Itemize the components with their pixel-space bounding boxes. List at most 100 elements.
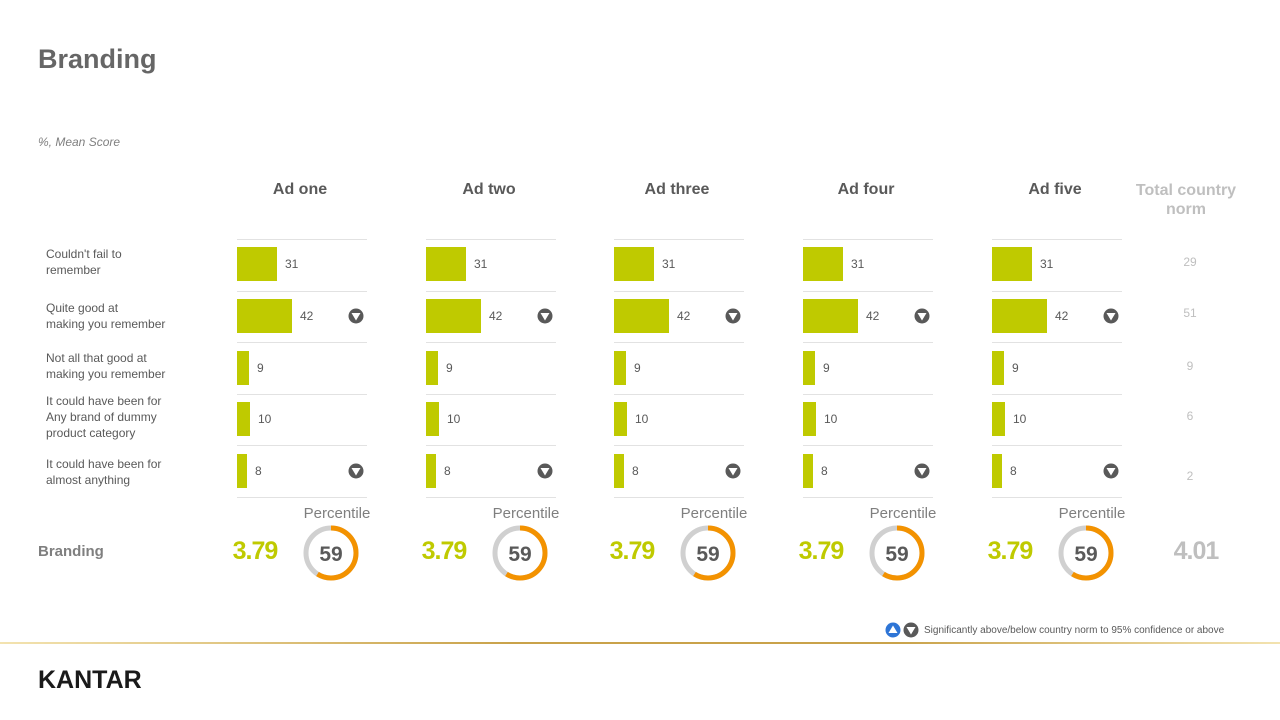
bar-value-label: 8 [444, 464, 451, 478]
percentile-value: 59 [1074, 543, 1097, 566]
bar [237, 454, 247, 488]
bar [992, 247, 1032, 281]
bar-value-label: 8 [821, 464, 828, 478]
row-separator [426, 291, 556, 292]
sig-down-icon [914, 463, 930, 479]
row-separator [426, 342, 556, 343]
norm-value: 6 [1186, 409, 1194, 423]
row-separator [992, 497, 1122, 498]
column-header-ad-1: Ad one [272, 181, 328, 198]
bar-value-label: 8 [1010, 464, 1017, 478]
mean-score: 3.79 [421, 537, 468, 565]
bar-value-label: 42 [677, 309, 691, 323]
row-separator [614, 394, 744, 395]
percentile-label: Percentile [492, 505, 560, 522]
percentile-label: Percentile [869, 505, 937, 522]
bar [614, 247, 654, 281]
sig-down-icon [914, 308, 930, 324]
sig-down-icon [725, 308, 741, 324]
row-separator [237, 497, 367, 498]
bar [237, 247, 277, 281]
norm-column-header: Total country norm [1135, 182, 1237, 218]
bar [237, 299, 292, 333]
row-separator [803, 394, 933, 395]
significance-legend: Significantly above/below country norm t… [885, 621, 1224, 639]
row-label-4: It could have been for Any brand of dummy… [46, 393, 196, 441]
row-label-line: Any brand of dummy [46, 410, 157, 424]
footer-divider [0, 642, 1280, 644]
row-separator [237, 394, 367, 395]
bar [992, 454, 1002, 488]
row-label-line: making you remember [46, 317, 166, 331]
percentile-donut: 59 [303, 525, 359, 581]
sig-down-icon [348, 463, 364, 479]
norm-value: 2 [1186, 469, 1194, 483]
row-separator [614, 497, 744, 498]
sig-down-icon [725, 463, 741, 479]
sig-down-icon [537, 463, 553, 479]
row-label-line: It could have been for [46, 457, 162, 471]
bar-value-label: 10 [1013, 412, 1027, 426]
percentile-donut: 59 [869, 525, 925, 581]
bar [426, 299, 481, 333]
bar [614, 454, 624, 488]
mean-score: 3.79 [609, 537, 656, 565]
row-separator [237, 291, 367, 292]
row-separator [803, 291, 933, 292]
bar-value-label: 9 [823, 361, 830, 375]
bar [426, 454, 436, 488]
bar [237, 351, 249, 385]
row-label-line: Quite good at [46, 301, 119, 315]
bar-value-label: 8 [255, 464, 262, 478]
column-header-ad-5: Ad five [1028, 181, 1082, 198]
branding-row-label: Branding [38, 543, 104, 560]
bar [426, 351, 438, 385]
bar [614, 402, 627, 436]
column-header-ad-3: Ad three [644, 181, 710, 198]
row-separator [426, 239, 556, 240]
row-label-3: Not all that good at making you remember [46, 350, 196, 382]
bar-value-label: 9 [634, 361, 641, 375]
bar-value-label: 9 [1012, 361, 1019, 375]
norm-value: 29 [1183, 255, 1197, 269]
percentile-donut: 59 [1058, 525, 1114, 581]
page-title: Branding [38, 44, 157, 74]
row-separator [426, 497, 556, 498]
bar-value-label: 31 [474, 257, 488, 271]
row-separator [803, 497, 933, 498]
bar-value-label: 31 [851, 257, 865, 271]
row-separator [614, 239, 744, 240]
bar [803, 299, 858, 333]
percentile-label: Percentile [1058, 505, 1126, 522]
donut-arc [869, 525, 925, 581]
donut-arc [1058, 525, 1114, 581]
kantar-logo: KANTAR [38, 666, 142, 694]
row-separator [803, 239, 933, 240]
legend-text: Significantly above/below country norm t… [924, 624, 1225, 636]
bar-value-label: 42 [866, 309, 880, 323]
bar-value-label: 10 [635, 412, 649, 426]
row-label-line: product category [46, 426, 136, 440]
bar [803, 351, 815, 385]
bar-value-label: 42 [1055, 309, 1069, 323]
row-separator [614, 445, 744, 446]
norm-value: 51 [1183, 306, 1197, 320]
row-separator [614, 291, 744, 292]
bar [992, 351, 1004, 385]
row-separator [803, 342, 933, 343]
column-header-ad-2: Ad two [462, 181, 516, 198]
row-separator [992, 342, 1122, 343]
bar-value-label: 42 [489, 309, 503, 323]
bar-value-label: 31 [285, 257, 299, 271]
sig-down-icon [348, 308, 364, 324]
percentile-donut: 59 [680, 525, 736, 581]
percentile-value: 59 [885, 543, 908, 566]
bar [803, 247, 843, 281]
row-label-2: Quite good at making you remember [46, 300, 196, 332]
bar-value-label: 9 [446, 361, 453, 375]
row-separator [992, 445, 1122, 446]
row-separator [237, 342, 367, 343]
row-separator [426, 445, 556, 446]
bar [614, 299, 669, 333]
sig-down-icon [1103, 463, 1119, 479]
